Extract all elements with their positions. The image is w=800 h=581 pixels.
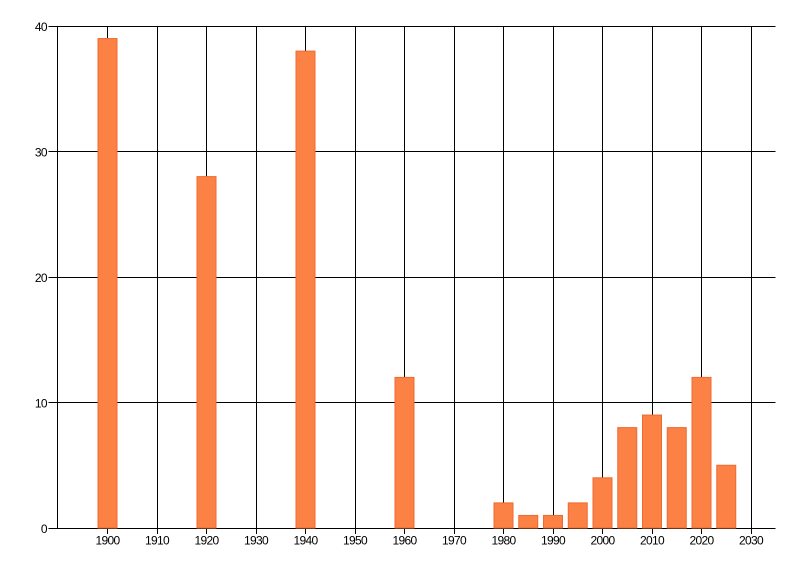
svg-text:1930: 1930 bbox=[244, 534, 269, 548]
svg-text:1970: 1970 bbox=[442, 534, 467, 548]
svg-text:1910: 1910 bbox=[145, 534, 170, 548]
svg-text:1980: 1980 bbox=[492, 534, 517, 548]
svg-text:40: 40 bbox=[35, 20, 48, 34]
svg-text:1960: 1960 bbox=[393, 534, 418, 548]
svg-text:30: 30 bbox=[35, 146, 48, 160]
svg-text:2000: 2000 bbox=[591, 534, 616, 548]
svg-text:20: 20 bbox=[35, 271, 48, 285]
svg-text:1900: 1900 bbox=[96, 534, 121, 548]
svg-text:1920: 1920 bbox=[195, 534, 220, 548]
svg-text:2020: 2020 bbox=[690, 534, 715, 548]
svg-text:1990: 1990 bbox=[541, 534, 566, 548]
svg-text:10: 10 bbox=[35, 397, 48, 411]
svg-text:1950: 1950 bbox=[343, 534, 368, 548]
svg-text:2030: 2030 bbox=[739, 534, 764, 548]
svg-text:1940: 1940 bbox=[294, 534, 319, 548]
svg-text:0: 0 bbox=[41, 522, 48, 536]
svg-text:2010: 2010 bbox=[640, 534, 665, 548]
